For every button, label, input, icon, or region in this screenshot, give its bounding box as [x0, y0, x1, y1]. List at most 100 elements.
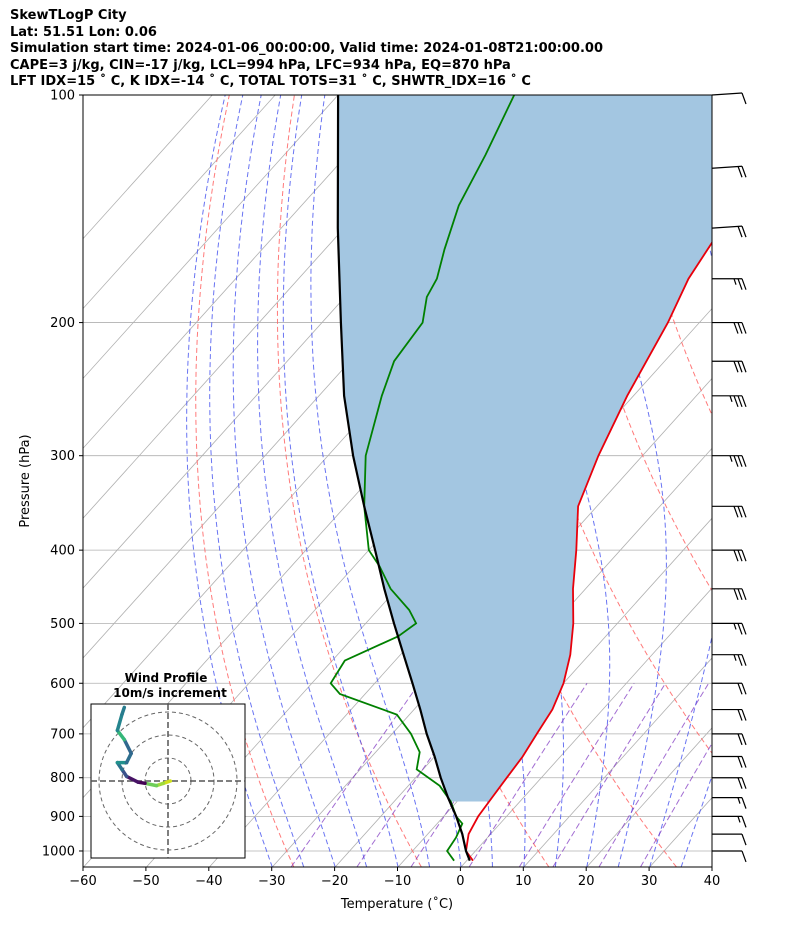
- mixing-ratio-line: [518, 683, 635, 867]
- barb-half: [733, 654, 737, 661]
- y-tick-label: 200: [50, 316, 75, 331]
- simulation-times: Simulation start time: 2024-01-06_00:00:…: [10, 41, 603, 56]
- wind-barb: [712, 549, 747, 562]
- moist-adiabat: [680, 774, 712, 867]
- moist-adiabat: [310, 95, 431, 867]
- wind-barb: [711, 92, 747, 105]
- barb-flag: [737, 733, 743, 746]
- barb-half: [733, 623, 737, 630]
- x-tick-label: 20: [578, 874, 595, 889]
- barb-flag: [741, 455, 747, 467]
- stability-indices: LFT IDX=15 ˚ C, K IDX=-14 ˚ C, TOTAL TOT…: [10, 74, 531, 89]
- isotherm-line: [523, 657, 712, 867]
- barb-flag: [741, 361, 747, 373]
- x-tick-label: −50: [132, 874, 159, 889]
- mixing-ratio-line: [468, 683, 588, 867]
- wind-barb: [712, 505, 747, 518]
- barb-half: [737, 816, 741, 823]
- wind-barb: [712, 360, 747, 373]
- barb-half: [733, 278, 737, 285]
- wind-barb: [712, 395, 747, 408]
- barb-flag: [737, 588, 743, 601]
- isotherm-line: [586, 727, 712, 867]
- barb-flag: [741, 709, 747, 721]
- moist-adiabat: [232, 95, 336, 867]
- x-axis-label: Temperature (˚C): [340, 896, 453, 912]
- barb-flag: [741, 683, 747, 695]
- x-tick-label: 10: [515, 874, 532, 889]
- wind-barb: [711, 225, 747, 238]
- y-tick-label: 100: [50, 89, 75, 104]
- barb-flag: [741, 733, 747, 746]
- y-tick-label: 400: [50, 544, 75, 559]
- barb-flag: [741, 278, 747, 290]
- station-location: Lat: 51.51 Lon: 0.06: [10, 24, 157, 40]
- barb-flag: [737, 709, 743, 721]
- isotherm-line: [83, 95, 339, 380]
- dry-adiabat: [195, 95, 295, 867]
- hodograph-body: [91, 704, 245, 858]
- barb-staff: [711, 225, 743, 229]
- barb-flag: [733, 322, 739, 334]
- barb-flag: [737, 361, 743, 373]
- hodograph-segment: [115, 712, 124, 733]
- barb-flag: [741, 850, 747, 863]
- barb-flag: [737, 322, 743, 334]
- x-tick-label: 30: [641, 874, 658, 889]
- barb-flag: [737, 623, 743, 635]
- wind-barb: [712, 797, 747, 809]
- barb-flag: [741, 506, 747, 518]
- barb-flag: [737, 654, 743, 666]
- moist-adiabat: [585, 95, 667, 867]
- mixing-ratio-line: [552, 683, 666, 867]
- barb-flag: [737, 549, 743, 562]
- station-title: SkewTLogP City: [10, 8, 127, 23]
- stability-params: CAPE=3 j/kg, CIN=-17 j/kg, LCL=994 hPa, …: [10, 57, 511, 73]
- barb-flag: [733, 361, 739, 373]
- y-axis-label: Pressure (hPa): [18, 434, 33, 527]
- barb-flag: [741, 816, 747, 828]
- hodograph-segment: [124, 774, 140, 784]
- hodograph-segment: [143, 781, 159, 788]
- y-tick-label: 1000: [42, 844, 75, 859]
- sounding-traces: [329, 95, 712, 862]
- barb-flag: [741, 92, 747, 105]
- barb-flag: [741, 777, 747, 789]
- barb-flag: [741, 588, 747, 601]
- barb-half: [737, 797, 741, 804]
- barb-flag: [741, 166, 747, 178]
- barb-half: [729, 395, 733, 403]
- inset-subtitle: 10m/s increment: [113, 686, 227, 700]
- x-tick-label: −10: [384, 874, 411, 889]
- wind-barb: [712, 708, 747, 721]
- hodograph-segment: [122, 737, 133, 756]
- x-axis-ticks: −60 −50 −40 −30 −20 −10 0 10 20 30 40: [69, 867, 720, 889]
- barb-flag: [737, 777, 743, 789]
- moist-adiabat: [186, 95, 273, 867]
- chart-header: SkewTLogP City Lat: 51.51 Lon: 0.06 Simu…: [10, 8, 603, 91]
- inset-title: Wind Profile: [125, 671, 208, 685]
- barb-flag: [741, 654, 747, 666]
- barb-flag: [733, 395, 739, 408]
- barb-flag: [737, 225, 743, 238]
- y-tick-label: 500: [50, 617, 75, 632]
- barb-flag: [741, 322, 747, 334]
- barb-flag: [737, 278, 743, 290]
- moist-adiabat: [282, 95, 399, 867]
- cape-area: [337, 95, 712, 802]
- x-tick-label: 40: [704, 874, 721, 889]
- isotherm-line: [460, 587, 712, 867]
- mixing-ratio-line: [290, 683, 420, 867]
- mixing-ratio-line: [598, 683, 710, 867]
- wind-barb: [712, 622, 747, 635]
- wind-barb: [712, 815, 747, 828]
- wind-barb: [711, 165, 747, 178]
- y-tick-label: 300: [50, 449, 75, 464]
- barb-flag: [733, 506, 739, 518]
- isotherm-line: [83, 95, 276, 310]
- barb-flag: [737, 166, 743, 178]
- y-axis-ticks: 100 200 300 400 500 600 700 800 900 1000: [42, 89, 83, 859]
- isotherm-line: [272, 377, 712, 867]
- dry-adiabat: [750, 95, 794, 867]
